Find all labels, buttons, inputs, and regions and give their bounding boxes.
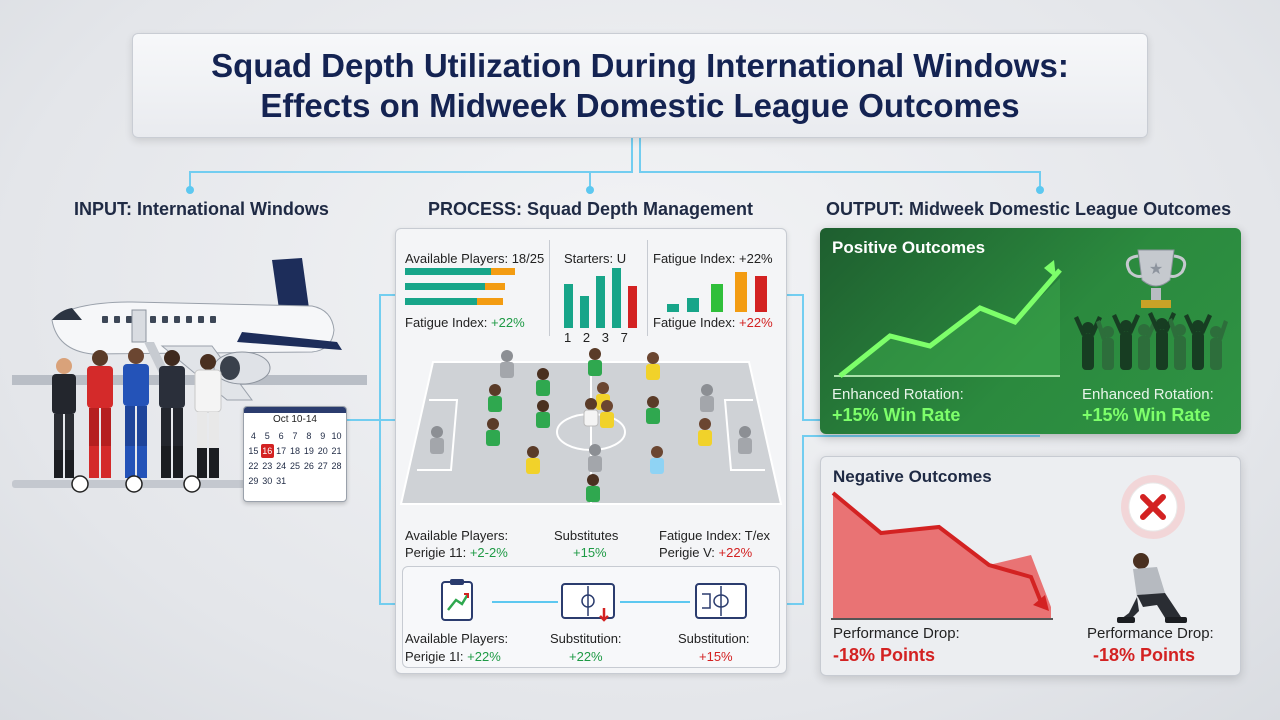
tick-1: 1 xyxy=(564,330,572,345)
fatigue-top: Fatigue Index: +22% xyxy=(653,251,773,266)
positive-left-value: +15% Win Rate xyxy=(832,405,961,425)
negative-right-label: Performance Drop: xyxy=(1087,625,1214,642)
substitution-icons xyxy=(441,579,747,622)
calendar-day: 31 xyxy=(276,476,287,486)
mid-available-pct: +2-2% xyxy=(469,545,508,560)
trophy-icon: ★ xyxy=(1125,249,1187,308)
positive-right-label: Enhanced Rotation: xyxy=(1082,386,1214,403)
positive-title: Positive Outcomes xyxy=(832,238,986,257)
bot-available-sub: Perigie 1I: xyxy=(405,649,464,664)
calendar-icon: Oct 10-14 4 5 6 7 8 9 10 15 16 17 18 19 20 21 22 23 24 25… xyxy=(243,406,347,502)
pitch-board-icon xyxy=(695,583,747,619)
calendar-day: 16 xyxy=(260,444,274,458)
mid-fatigue: Fatigue Index: T/ex xyxy=(659,528,771,543)
tactics-board-icon xyxy=(561,583,615,622)
clipboard-icon xyxy=(441,579,473,621)
kneeling-player xyxy=(1117,553,1187,623)
mid-available: Available Players: xyxy=(405,528,509,543)
calendar-day: 29 xyxy=(248,476,259,486)
calendar-day: 17 xyxy=(276,446,287,456)
calendar-day: 18 xyxy=(289,446,300,456)
bot-sub2-pct: +15% xyxy=(699,649,733,664)
positive-left-label: Enhanced Rotation: xyxy=(832,386,964,403)
bot-available-row: Perigie 1I: +22% xyxy=(405,649,501,664)
calendar-day: 20 xyxy=(317,446,328,456)
calendar-day: 4 xyxy=(250,431,256,441)
availability-bars xyxy=(405,268,515,305)
bot-sub2: Substitution: xyxy=(678,631,750,646)
fatigue-right-pct: +22% xyxy=(739,315,773,330)
available-players-top: Available Players: 18/25 xyxy=(405,251,545,266)
positive-right-value: +15% Win Rate xyxy=(1082,405,1211,425)
fatigue-left-pct: +22% xyxy=(491,315,525,330)
negative-right-value: -18% Points xyxy=(1093,645,1196,665)
celebrating-crowd xyxy=(1074,312,1228,370)
bot-sub1-pct: +22% xyxy=(569,649,603,664)
tick-4: 7 xyxy=(620,330,628,345)
calendar-header: Oct 10-14 xyxy=(273,414,317,425)
players-group xyxy=(52,348,222,493)
mid-subs: Substitutes xyxy=(554,528,619,543)
negative-trend-chart xyxy=(831,475,1187,623)
negative-outcomes-card: Negative Outcomes Performance Drop: -18%… xyxy=(820,456,1241,676)
output-heading: OUTPUT: Midweek Domestic League Outcomes xyxy=(826,199,1232,219)
svg-text:★: ★ xyxy=(1149,259,1163,278)
calendar-day: 30 xyxy=(262,476,273,486)
positive-outcomes-card: Positive Outcomes ★ Enhanced Rotation: +… xyxy=(820,228,1241,434)
availability-box xyxy=(402,240,550,336)
calendar-day: 8 xyxy=(306,431,312,441)
calendar-day: 6 xyxy=(278,431,284,441)
calendar-day: 23 xyxy=(262,461,273,471)
input-heading: INPUT: International Windows xyxy=(74,199,329,219)
negative-left-value: -18% Points xyxy=(833,645,936,665)
calendar-day: 26 xyxy=(303,461,314,471)
negative-title: Negative Outcomes xyxy=(833,467,992,486)
fatigue-left-label: Fatigue Index: xyxy=(405,315,488,330)
calendar-day: 10 xyxy=(331,431,342,441)
bot-sub1: Substitution: xyxy=(550,631,622,646)
starters-bar-chart xyxy=(564,268,637,328)
football-pitch xyxy=(399,348,783,505)
fatigue-right: Fatigue Index: +22% xyxy=(653,315,773,330)
divider xyxy=(647,240,648,336)
mid-fatigue-pct: +22% xyxy=(718,545,753,560)
calendar-day: 21 xyxy=(331,446,342,456)
title-line-2: Effects on Midweek Domestic League Outco… xyxy=(260,86,1020,124)
calendar-day: 28 xyxy=(331,461,342,471)
calendar-day: 9 xyxy=(320,431,326,441)
mid-fatigue-row: Perigie V: +22% xyxy=(659,545,752,560)
mid-subs-pct: +15% xyxy=(573,545,607,560)
fatigue-left: Fatigue Index: +22% xyxy=(405,315,525,330)
calendar-day: 19 xyxy=(303,446,314,456)
starters-ticks: 1 2 3 7 xyxy=(564,330,628,345)
fatigue-bar-chart xyxy=(667,272,767,312)
bot-available-pct: +22% xyxy=(467,649,501,664)
starters-label: Starters: U xyxy=(564,251,627,266)
calendar-day: 15 xyxy=(248,446,259,456)
mid-available-sub: Perigie 11: xyxy=(405,545,467,560)
airplane-icon xyxy=(51,258,342,401)
calendar-day: 22 xyxy=(248,461,259,471)
tick-2: 2 xyxy=(582,330,591,345)
calendar-grid: 4 5 6 7 8 9 10 15 16 17 18 19 20 21 22 23 24 25 26 27 28 29 30… xyxy=(244,427,346,490)
calendar-day: 25 xyxy=(289,461,300,471)
title-line-1: Squad Depth Utilization During Internati… xyxy=(211,46,1069,84)
title-box: Squad Depth Utilization During Internati… xyxy=(132,33,1148,138)
red-x-icon xyxy=(1121,475,1185,539)
negative-left-label: Performance Drop: xyxy=(833,625,960,642)
calendar-day: 7 xyxy=(292,431,298,441)
fatigue-right-label: Fatigue Index: xyxy=(653,315,736,330)
tick-3: 3 xyxy=(601,330,609,345)
mid-available-row: Perigie 11: +2-2% xyxy=(405,545,508,560)
mid-fatigue-sub: Perigie V: xyxy=(659,545,715,560)
calendar-day: 24 xyxy=(276,461,287,471)
calendar-day: 27 xyxy=(317,461,328,471)
bot-available: Available Players: xyxy=(405,631,509,646)
process-heading: PROCESS: Squad Depth Management xyxy=(428,199,754,219)
positive-trend-chart: ★ xyxy=(834,249,1228,378)
calendar-day: 5 xyxy=(264,431,270,441)
